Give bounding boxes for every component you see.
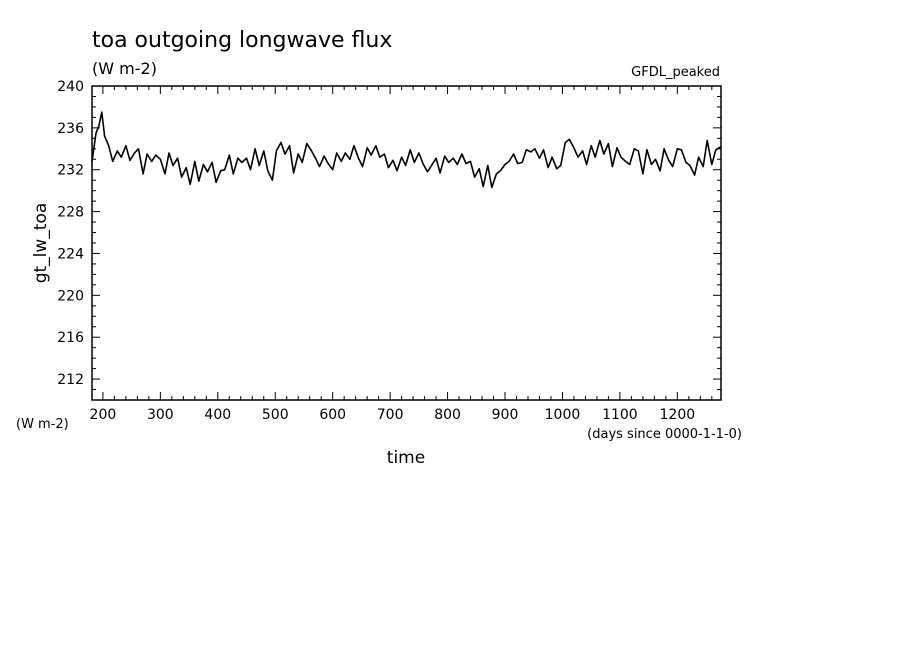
y-tick-label: 212 — [57, 372, 84, 388]
x-tick-label: 1200 — [660, 407, 696, 423]
series-layer — [91, 111, 722, 189]
x-tick-label: 900 — [492, 407, 519, 423]
y-tick-label: 232 — [57, 163, 84, 179]
x-tick-label: 1100 — [602, 407, 638, 423]
x-tick-label: 300 — [147, 407, 174, 423]
model-label: GFDL_peaked — [631, 65, 720, 80]
x-tick-label: 200 — [90, 407, 117, 423]
x-tick-label: 700 — [377, 407, 404, 423]
y-tick-label: 228 — [57, 205, 84, 221]
y-tick-label: 224 — [57, 246, 84, 262]
y-axis-label: gt_lw_toa — [31, 203, 51, 284]
x-tick-label: 1000 — [545, 407, 581, 423]
y-axis: 212 216 220 224 228 232 236 240 — [57, 79, 721, 391]
chart-title: toa outgoing longwave flux — [92, 28, 392, 53]
y-tick-label: 216 — [57, 330, 84, 346]
plot-frame — [91, 85, 722, 401]
y-axis-units: (W m-2) — [16, 417, 69, 432]
chart-units: (W m-2) — [92, 59, 157, 78]
x-axis: 200 300 400 500 600 700 800 900 1000 1100 1200 — [90, 86, 713, 423]
y-tick-label: 236 — [57, 121, 84, 137]
x-tick-label: 800 — [434, 407, 461, 423]
x-axis-label: time — [387, 448, 425, 468]
x-tick-label: 400 — [204, 407, 231, 423]
y-tick-label: 240 — [57, 79, 84, 95]
series-line — [91, 111, 722, 189]
x-axis-units: (days since 0000-1-1-0) — [587, 427, 742, 442]
x-tick-label: 600 — [319, 407, 346, 423]
y-tick-label: 220 — [57, 288, 84, 304]
x-tick-label: 500 — [262, 407, 289, 423]
